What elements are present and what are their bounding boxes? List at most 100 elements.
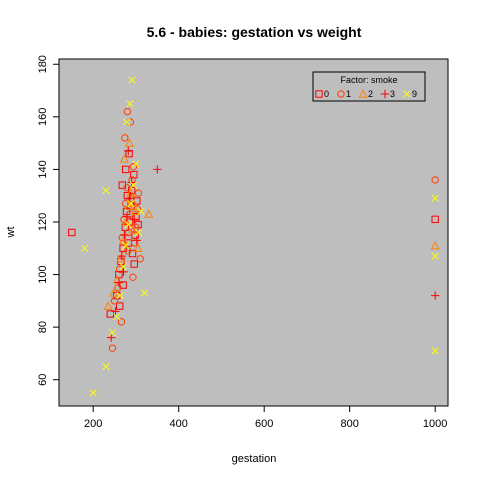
data-point-smoke-2 bbox=[109, 288, 119, 297]
data-point-smoke-2 bbox=[130, 206, 141, 216]
x-tick-label: 400 bbox=[170, 418, 188, 430]
data-point-smoke-1 bbox=[121, 134, 129, 142]
y-tick-label: 100 bbox=[37, 265, 49, 283]
legend-symbol-smoke-2 bbox=[358, 89, 368, 98]
data-point-smoke-2 bbox=[133, 243, 143, 252]
data-point-smoke-9 bbox=[102, 363, 110, 371]
data-point-smoke-1 bbox=[114, 284, 122, 292]
data-point-smoke-0 bbox=[431, 215, 439, 224]
legend-label-smoke-1: 1 bbox=[346, 89, 351, 99]
data-point-smoke-0 bbox=[121, 165, 130, 174]
data-point-smoke-2 bbox=[119, 154, 129, 163]
data-point-smoke-0 bbox=[131, 231, 139, 239]
data-point-smoke-3 bbox=[124, 146, 133, 156]
y-tick-label: 180 bbox=[37, 55, 49, 73]
data-point-smoke-2 bbox=[144, 209, 154, 218]
data-point-smoke-3 bbox=[117, 251, 127, 261]
plot-background bbox=[58, 58, 449, 407]
x-tick-label: 800 bbox=[341, 418, 359, 430]
legend-symbol-smoke-9 bbox=[403, 90, 411, 98]
data-point-smoke-2 bbox=[124, 138, 135, 147]
x-tick-label: 200 bbox=[84, 418, 102, 430]
data-point-smoke-1 bbox=[129, 273, 137, 281]
data-point-smoke-9 bbox=[116, 292, 124, 300]
data-point-smoke-3 bbox=[119, 267, 128, 277]
data-point-smoke-3 bbox=[114, 278, 124, 287]
data-point-smoke-3 bbox=[132, 236, 141, 245]
data-point-smoke-9 bbox=[134, 228, 143, 237]
data-points bbox=[68, 76, 440, 397]
data-point-smoke-1 bbox=[117, 318, 126, 326]
legend-box bbox=[312, 71, 426, 102]
data-point-smoke-2 bbox=[121, 217, 131, 226]
data-point-smoke-9 bbox=[113, 313, 121, 321]
legend-label-smoke-9: 9 bbox=[412, 89, 417, 99]
data-point-smoke-2 bbox=[128, 225, 138, 234]
legend-items: 0 1 2 3 9 bbox=[315, 89, 417, 99]
data-point-smoke-3 bbox=[127, 178, 136, 187]
data-point-smoke-3 bbox=[111, 307, 120, 316]
data-point-smoke-2 bbox=[116, 254, 126, 263]
data-point-smoke-9 bbox=[431, 252, 439, 260]
chart-title: 5.6 - babies: gestation vs weight bbox=[147, 24, 362, 40]
legend-symbol-smoke-3 bbox=[380, 89, 390, 99]
y-axis-label: wt bbox=[5, 227, 17, 239]
data-point-smoke-1 bbox=[136, 255, 144, 263]
data-point-smoke-1 bbox=[124, 228, 133, 237]
data-point-smoke-0 bbox=[115, 270, 123, 279]
legend: Factor: smoke 0 1 2 3 9 bbox=[312, 71, 426, 102]
data-point-smoke-9 bbox=[129, 181, 137, 189]
data-point-smoke-2 bbox=[103, 301, 113, 310]
data-point-smoke-1 bbox=[116, 265, 124, 274]
data-point-smoke-9 bbox=[127, 200, 135, 208]
y-tick-label: 140 bbox=[37, 160, 49, 178]
data-point-smoke-1 bbox=[130, 239, 139, 247]
data-point-smoke-9 bbox=[81, 244, 89, 252]
data-point-smoke-9 bbox=[102, 186, 110, 194]
data-point-smoke-9 bbox=[128, 76, 136, 84]
data-point-smoke-3 bbox=[120, 230, 129, 240]
data-point-smoke-0 bbox=[130, 170, 138, 179]
x-tick-label: 1000 bbox=[423, 418, 447, 430]
y-tick-label: 80 bbox=[37, 321, 49, 333]
data-point-smoke-9 bbox=[431, 194, 439, 202]
data-point-smoke-3 bbox=[430, 291, 440, 300]
legend-symbol-smoke-0 bbox=[315, 90, 323, 98]
data-point-smoke-9 bbox=[122, 242, 130, 250]
data-point-smoke-3 bbox=[106, 333, 116, 342]
data-point-smoke-0 bbox=[132, 213, 140, 221]
legend-label-smoke-0: 0 bbox=[324, 89, 329, 99]
data-point-smoke-9 bbox=[124, 221, 132, 229]
data-point-smoke-0 bbox=[130, 260, 138, 268]
data-point-smoke-9 bbox=[122, 118, 131, 126]
data-point-smoke-9 bbox=[108, 328, 116, 336]
data-point-smoke-0 bbox=[123, 191, 132, 200]
data-point-smoke-2 bbox=[430, 240, 440, 250]
data-point-smoke-9 bbox=[431, 347, 439, 355]
y-tick-label: 120 bbox=[37, 213, 49, 231]
data-point-smoke-1 bbox=[431, 176, 439, 184]
legend-label-smoke-2: 2 bbox=[368, 89, 373, 99]
x-axis: 200 400 600 800 1000 bbox=[84, 405, 447, 430]
y-tick-label: 160 bbox=[37, 108, 49, 126]
data-point-smoke-9 bbox=[140, 289, 149, 297]
data-point-smoke-0 bbox=[125, 149, 133, 158]
x-tick-label: 600 bbox=[255, 418, 273, 430]
data-point-smoke-1 bbox=[108, 344, 117, 352]
data-point-smoke-0 bbox=[116, 302, 124, 310]
data-point-smoke-0 bbox=[68, 228, 76, 237]
data-point-smoke-9 bbox=[132, 160, 140, 168]
y-tick-label: 60 bbox=[37, 374, 49, 386]
data-point-smoke-1 bbox=[134, 189, 143, 197]
data-point-smoke-1 bbox=[110, 297, 119, 305]
data-point-smoke-2 bbox=[126, 188, 136, 197]
data-point-smoke-3 bbox=[125, 194, 134, 203]
legend-label-smoke-3: 3 bbox=[390, 89, 395, 99]
data-point-smoke-9 bbox=[126, 100, 134, 108]
data-point-smoke-0 bbox=[121, 223, 129, 231]
legend-symbol-smoke-1 bbox=[337, 90, 345, 98]
data-point-smoke-3 bbox=[122, 212, 132, 221]
legend-title: Factor: smoke bbox=[340, 75, 397, 85]
data-point-smoke-1 bbox=[129, 163, 138, 171]
